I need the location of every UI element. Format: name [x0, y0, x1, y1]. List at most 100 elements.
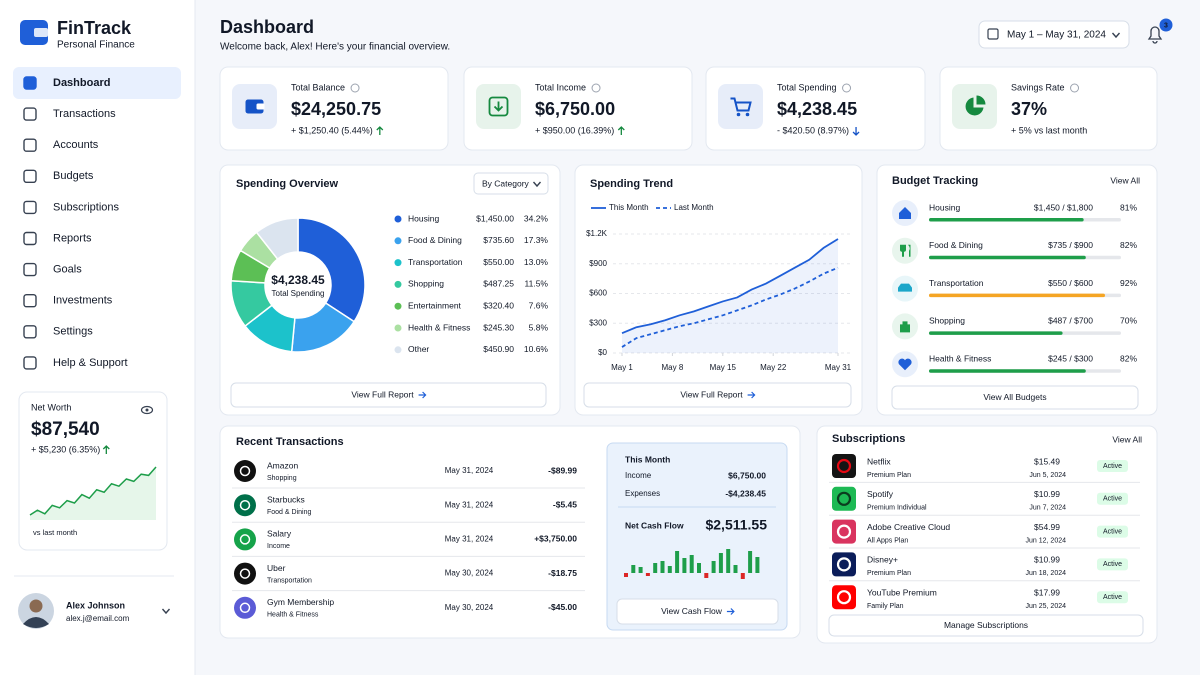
- button-frame: [828, 614, 1144, 637]
- subscription-row[interactable]: YouTube Premium Family Plan $17.99 Jun 25, …: [832, 585, 1128, 610]
- budget-amount: $1,450 / $1,800: [1034, 202, 1093, 212]
- income-value: $6,750.00: [728, 470, 766, 480]
- service-price: $10.99: [1034, 489, 1060, 499]
- pie-icon-slice: [976, 95, 986, 105]
- button-frame: [891, 385, 1139, 410]
- button[interactable]: View Full Report: [583, 382, 852, 408]
- legend-row: Other $450.90 10.6%: [394, 344, 548, 354]
- transaction-row[interactable]: Gym Membership Health & Fitness May 30, 20…: [234, 596, 577, 619]
- legend-name: Entertainment: [408, 300, 462, 310]
- user-menu[interactable]: Alex Johnson alex.j@email.com: [18, 593, 171, 629]
- subscription-row[interactable]: Disney+ Premium Plan $10.99 Jun 18, 2024 Act…: [829, 552, 1140, 582]
- card-change: + $950.00 (16.39%): [535, 125, 614, 135]
- nav-item[interactable]: Budgets: [23, 169, 94, 184]
- card: [816, 425, 1158, 644]
- budget-row: Food & Dining $735 / $900 82%: [892, 237, 1137, 264]
- net-worth-label: Net Worth: [31, 402, 71, 412]
- subscription-row[interactable]: Adobe Creative Cloud All Apps Plan $54.99 J…: [829, 519, 1140, 549]
- nav-item[interactable]: Transactions: [23, 107, 116, 121]
- transaction-category: Income: [267, 543, 290, 550]
- right-arrow: [726, 608, 735, 615]
- budget-row: Shopping $487 / $700 70%: [892, 313, 1137, 340]
- budget-icon: [899, 207, 911, 219]
- legend-amount: $245.30: [483, 322, 514, 332]
- renewal-date: Jun 12, 2024: [1026, 537, 1067, 544]
- nav-item[interactable]: Settings: [23, 325, 93, 339]
- summary-card: Total Income $6,750.00 + $950.00 (16.39%): [463, 66, 693, 151]
- nav-item[interactable]: Accounts: [23, 138, 99, 152]
- service-name: Adobe Creative Cloud: [867, 522, 950, 532]
- status-pill: [1097, 460, 1128, 472]
- cash-flow-bar: [755, 557, 760, 573]
- trend-area: [622, 238, 838, 353]
- donut-slice: [255, 217, 299, 261]
- legend-dot: [394, 324, 402, 332]
- right-arrow: [418, 391, 427, 399]
- budget-bar: [929, 293, 1105, 298]
- cash-flow-frame: [606, 442, 788, 631]
- view-all-link[interactable]: View All: [1112, 434, 1142, 444]
- nav-label: Investments: [53, 295, 113, 307]
- donut-total: $4,238.45: [271, 273, 325, 287]
- card-title: Spending Trend: [590, 178, 673, 190]
- button[interactable]: View Full Report: [230, 382, 547, 408]
- transaction-date: May 30, 2024: [445, 569, 494, 578]
- filter-dropdown[interactable]: By Category: [473, 172, 549, 195]
- date-range: May 1 – May 31, 2024: [1007, 30, 1106, 41]
- service-plan: Premium Plan: [867, 472, 911, 479]
- nav-item[interactable]: Goals: [23, 262, 82, 277]
- budget-bar: [929, 331, 1063, 335]
- cash-flow-bar: [667, 566, 672, 573]
- info-icon: [1070, 83, 1080, 93]
- trend-line: [621, 238, 839, 334]
- donut-slice: [297, 217, 366, 323]
- nav-item[interactable]: Dashboard: [13, 67, 181, 99]
- x-tick-label: May 31: [825, 363, 852, 372]
- merchant-logo: [234, 528, 256, 551]
- legend-dot: [394, 259, 402, 267]
- transaction-date: May 31, 2024: [445, 500, 494, 509]
- legend-name: Food & Dining: [408, 235, 462, 245]
- user-name: Alex Johnson: [66, 600, 125, 610]
- cash-flow-panel: This Month Income $6,750.00 Expenses -$4,238…: [606, 442, 788, 631]
- card-value: $24,250.75: [291, 99, 381, 119]
- view-all-link[interactable]: View All: [1110, 175, 1140, 185]
- button[interactable]: Manage Subscriptions: [828, 614, 1144, 637]
- date-picker[interactable]: May 1 – May 31, 2024: [978, 20, 1130, 49]
- budget-name: Shopping: [929, 316, 965, 326]
- nav-icon: [23, 262, 37, 277]
- logo-detail: [34, 28, 48, 37]
- subscription-row[interactable]: Netflix Premium Plan $15.49 Jun 5, 2024 Acti…: [829, 454, 1140, 483]
- legend-percent: 11.5%: [525, 279, 549, 289]
- nav-item[interactable]: Reports: [23, 231, 92, 246]
- nav-icon: [23, 231, 37, 246]
- notifications[interactable]: 3: [1147, 18, 1173, 44]
- sparkline: [29, 466, 157, 516]
- merchant-logo-mark: [239, 534, 251, 545]
- transaction-row[interactable]: Amazon Shopping May 31, 2024 -$89.99: [232, 460, 585, 489]
- cash-flow-bar: [733, 565, 738, 573]
- nav-item[interactable]: Investments: [23, 294, 113, 308]
- service-plan: Premium Individual: [867, 505, 927, 512]
- service-logo-mark: [836, 458, 852, 474]
- service-name: YouTube Premium: [867, 587, 937, 597]
- net-worth-note: vs last month: [33, 528, 77, 537]
- nav-item[interactable]: Help & Support: [23, 356, 128, 370]
- nav-item[interactable]: Subscriptions: [23, 200, 120, 215]
- wallet-flap: [256, 103, 265, 110]
- button[interactable]: View Cash Flow: [616, 598, 779, 625]
- transaction-category: Shopping: [267, 475, 297, 482]
- transaction-name: Gym Membership: [267, 597, 334, 607]
- y-tick-label: $300: [589, 318, 607, 327]
- transaction-row[interactable]: Starbucks Food & Dining May 31, 2024 -$5.45: [232, 494, 585, 523]
- brand: FinTrack: [57, 18, 132, 38]
- status-label: Active: [1103, 561, 1122, 568]
- user-email: alex.j@email.com: [66, 614, 130, 623]
- transaction-amount: +$3,750.00: [534, 534, 577, 544]
- merchant-logo-mark: [239, 602, 251, 614]
- transaction-date: May 30, 2024: [445, 603, 494, 612]
- transaction-row[interactable]: Salary Income May 31, 2024 +$3,750.00: [232, 528, 585, 557]
- button[interactable]: View All Budgets: [891, 385, 1139, 410]
- transaction-row[interactable]: Uber Transportation May 30, 2024 -$18.75: [232, 562, 585, 592]
- subscription-row[interactable]: Spotify Premium Individual $10.99 Jun 7, 20…: [829, 486, 1140, 516]
